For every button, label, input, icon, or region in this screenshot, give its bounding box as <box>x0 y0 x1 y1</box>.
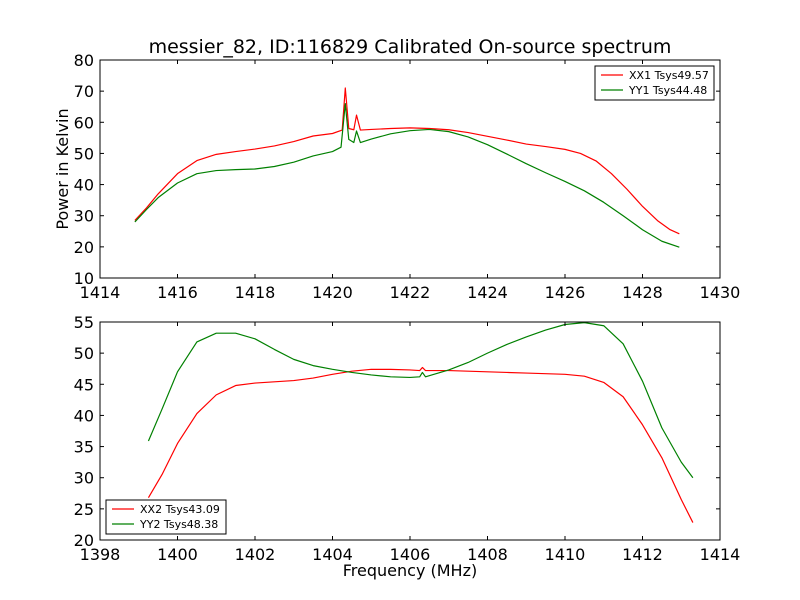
y-tick-label: 30 <box>74 469 94 488</box>
x-tick-label: 1402 <box>235 545 276 564</box>
top-axis-ticks: 1414 1416 1418 1420 1422 1424 1426 1428 1430 10 20… <box>74 51 741 302</box>
bottom-x-axis-label: Frequency (MHz) <box>343 561 477 580</box>
series-line-xx2 <box>147 366 694 523</box>
x-tick-label: 1414 <box>700 545 741 564</box>
x-tick-label: 1422 <box>390 283 431 302</box>
y-tick-label: 50 <box>74 344 94 363</box>
top-panel: 1414 1416 1418 1420 1422 1424 1426 1428 1430 10 20… <box>53 51 740 302</box>
bottom-panel: 1398 1400 1402 1404 1406 1408 1410 1412 1414 20 25… <box>74 313 741 580</box>
x-tick-label: 1414 <box>80 283 121 302</box>
top-legend-label-xx1: XX1 Tsys49.57 <box>629 69 709 82</box>
y-tick-label: 10 <box>74 269 94 288</box>
x-tick-label: 1404 <box>312 545 353 564</box>
y-tick-label: 35 <box>74 438 94 457</box>
y-tick-label: 50 <box>74 144 94 163</box>
top-legend-box <box>594 65 715 101</box>
top-legend-label-yy1: YY1 Tsys44.48 <box>628 84 707 97</box>
bottom-legend-label-xx2: XX2 Tsys43.09 <box>140 503 220 516</box>
bottom-axis-ticks: 1398 1400 1402 1404 1406 1408 1410 1412 1414 20 25… <box>74 313 741 564</box>
y-tick-label: 20 <box>74 238 94 257</box>
top-legend: XX1 Tsys49.57 YY1 Tsys44.48 <box>594 65 715 101</box>
y-tick-label: 80 <box>74 51 94 70</box>
series-line-xx1 <box>134 87 680 235</box>
x-tick-label: 1430 <box>700 283 741 302</box>
y-tick-label: 40 <box>74 176 94 195</box>
x-tick-label: 1426 <box>545 283 586 302</box>
series-line-yy2 <box>147 322 694 479</box>
x-tick-label: 1428 <box>622 283 663 302</box>
y-tick-label: 45 <box>74 375 94 394</box>
x-tick-label: 1412 <box>622 545 663 564</box>
bottom-legend-label-yy2: YY2 Tsys48.38 <box>139 518 218 531</box>
x-tick-label: 1408 <box>467 545 508 564</box>
x-tick-label: 1416 <box>157 283 198 302</box>
bottom-legend-box <box>105 499 227 535</box>
top-y-axis-label: Power in Kelvin <box>53 108 72 229</box>
bottom-series-group <box>147 322 694 523</box>
top-series-group <box>134 87 680 248</box>
y-tick-label: 40 <box>74 406 94 425</box>
x-tick-label: 1398 <box>80 545 121 564</box>
x-tick-label: 1400 <box>157 545 198 564</box>
y-tick-label: 60 <box>74 113 94 132</box>
x-tick-label: 1418 <box>235 283 276 302</box>
bottom-legend: XX2 Tsys43.09 YY2 Tsys48.38 <box>105 499 227 535</box>
x-tick-label: 1410 <box>545 545 586 564</box>
y-tick-label: 20 <box>74 531 94 550</box>
y-tick-label: 70 <box>74 82 94 101</box>
x-tick-label: 1406 <box>390 545 431 564</box>
chart-title: messier_82, ID:116829 Calibrated On-sour… <box>149 36 672 58</box>
x-tick-label: 1420 <box>312 283 353 302</box>
y-tick-label: 55 <box>74 313 94 332</box>
y-tick-label: 30 <box>74 207 94 226</box>
y-tick-label: 25 <box>74 500 94 519</box>
series-line-yy1 <box>134 103 680 248</box>
x-tick-label: 1424 <box>467 283 508 302</box>
